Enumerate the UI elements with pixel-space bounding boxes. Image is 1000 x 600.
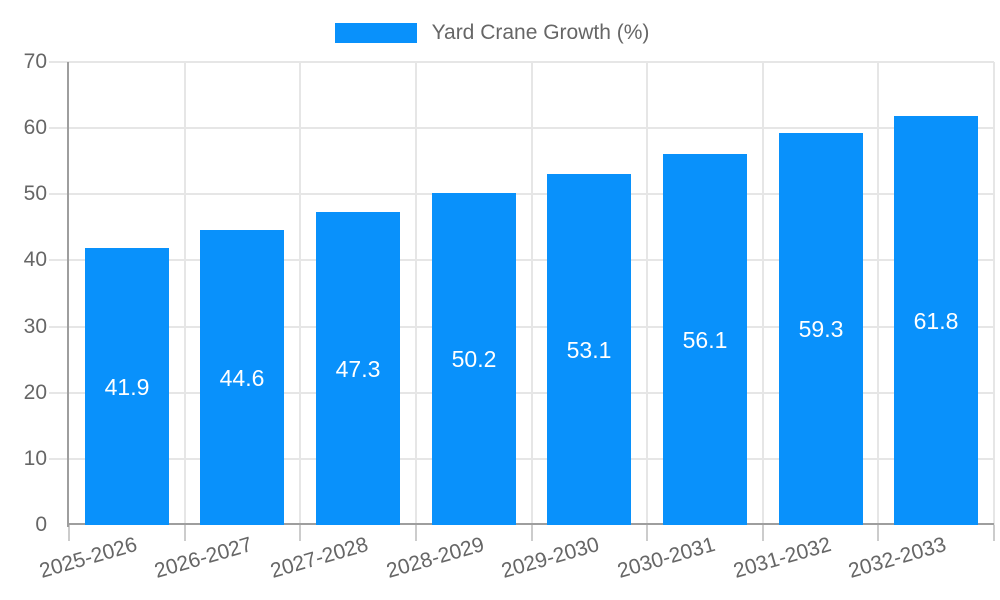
y-tick-label: 50 (23, 182, 47, 205)
x-tick-mark (646, 525, 648, 541)
bar-value-label: 56.1 (682, 326, 728, 353)
v-gridline (993, 62, 995, 525)
x-tick-mark (993, 525, 995, 541)
h-gridline (49, 326, 994, 328)
x-tick-label: 2025-2026 (36, 533, 140, 583)
bar: 59.3 (779, 133, 863, 525)
x-tick-label: 2032-2033 (845, 533, 949, 583)
y-tick-label: 20 (23, 381, 47, 404)
bar-value-label: 50.2 (451, 346, 497, 372)
x-tick-mark (415, 525, 417, 541)
bar: 50.2 (432, 193, 516, 525)
x-tick-label: 2028-2029 (383, 533, 487, 583)
bar: 56.1 (663, 154, 747, 525)
h-gridline (49, 458, 994, 460)
x-tick-mark (531, 525, 533, 541)
x-tick-mark (184, 525, 186, 541)
h-gridline (49, 392, 994, 394)
y-tick-label: 70 (23, 50, 47, 73)
y-tick-label: 0 (35, 513, 47, 536)
y-tick-label: 60 (23, 116, 47, 139)
v-gridline (877, 62, 879, 525)
x-tick-label: 2031-2032 (730, 533, 834, 583)
h-gridline (49, 259, 994, 261)
h-gridline (49, 193, 994, 195)
v-gridline (762, 62, 764, 525)
v-gridline (646, 62, 648, 525)
h-gridline (49, 61, 994, 63)
v-gridline (184, 62, 186, 525)
bar: 44.6 (200, 230, 284, 525)
y-axis-line (67, 62, 69, 527)
bar-value-label: 41.9 (104, 373, 150, 400)
x-tick-mark (299, 525, 301, 541)
v-gridline (299, 62, 301, 525)
legend-swatch (334, 23, 417, 43)
v-gridline (415, 62, 417, 525)
x-tick-label: 2027-2028 (267, 533, 371, 583)
y-tick-label: 10 (23, 447, 47, 470)
legend-label: Yard Crane Growth (%) (431, 21, 650, 44)
bar-value-label: 47.3 (335, 355, 381, 382)
x-tick-label: 2026-2027 (151, 533, 255, 583)
bar-value-label: 59.3 (798, 316, 844, 342)
y-tick-label: 40 (23, 248, 47, 271)
bar-value-label: 61.8 (913, 307, 959, 334)
bar: 61.8 (894, 116, 978, 525)
x-tick-mark (68, 525, 70, 541)
bar-value-label: 53.1 (566, 336, 612, 363)
x-tick-label: 2029-2030 (498, 533, 602, 583)
h-gridline (49, 127, 994, 129)
bar: 41.9 (85, 248, 169, 525)
v-gridline (531, 62, 533, 525)
x-tick-mark (877, 525, 879, 541)
x-tick-label: 2030-2031 (614, 533, 718, 583)
bar-value-label: 44.6 (219, 364, 265, 391)
legend: Yard Crane Growth (%) (0, 20, 992, 46)
x-axis-line (67, 523, 994, 525)
bar: 53.1 (547, 174, 631, 525)
bar: 47.3 (316, 212, 400, 525)
x-tick-mark (762, 525, 764, 541)
y-tick-label: 30 (23, 315, 47, 338)
